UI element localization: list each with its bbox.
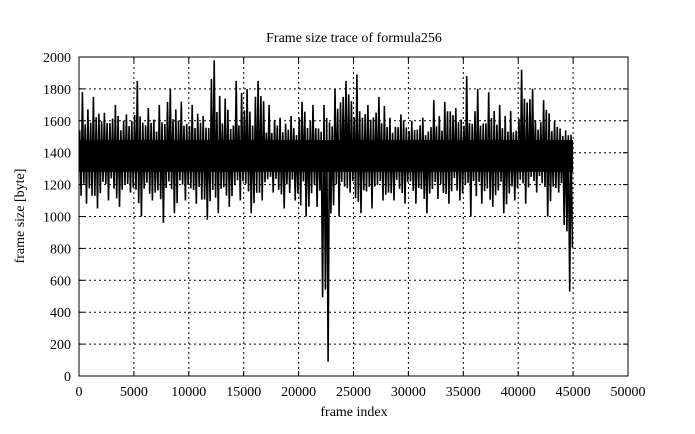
x-tick-label: 50000: [611, 385, 646, 400]
x-tick-label: 45000: [556, 385, 591, 400]
y-tick-label: 400: [50, 306, 71, 321]
chart-title: Frame size trace of formula256: [266, 31, 442, 46]
x-tick-label: 25000: [336, 385, 371, 400]
grid: [79, 57, 628, 376]
y-axis-label: frame size [byte]: [13, 169, 28, 264]
x-tick-label: 0: [76, 385, 83, 400]
y-axis: 0 200 400 600 800 1000 1200 1400 1600 1800 2000: [43, 51, 628, 385]
y-tick-label: 800: [50, 242, 71, 257]
y-tick-label: 1400: [43, 147, 71, 162]
x-tick-label: 15000: [226, 385, 261, 400]
x-axis: 0 5000 10000 15000 20000 25000 30000 35000 40000…: [76, 57, 646, 400]
trace-line: [78, 60, 574, 362]
x-axis-label: frame index: [320, 405, 387, 420]
y-tick-label: 0: [64, 370, 71, 385]
y-tick-label: 2000: [43, 51, 71, 66]
y-tick-label: 200: [50, 338, 71, 353]
x-tick-label: 5000: [120, 385, 148, 400]
x-tick-label: 40000: [501, 385, 536, 400]
y-tick-label: 1000: [43, 211, 71, 226]
y-tick-label: 600: [50, 274, 71, 289]
x-tick-label: 10000: [171, 385, 206, 400]
y-tick-label: 1200: [43, 179, 71, 194]
y-tick-label: 1600: [43, 115, 71, 130]
trace-series: [78, 60, 574, 362]
x-tick-label: 30000: [391, 385, 426, 400]
x-tick-label: 20000: [281, 385, 316, 400]
x-tick-label: 35000: [446, 385, 481, 400]
y-tick-label: 1800: [43, 83, 71, 98]
